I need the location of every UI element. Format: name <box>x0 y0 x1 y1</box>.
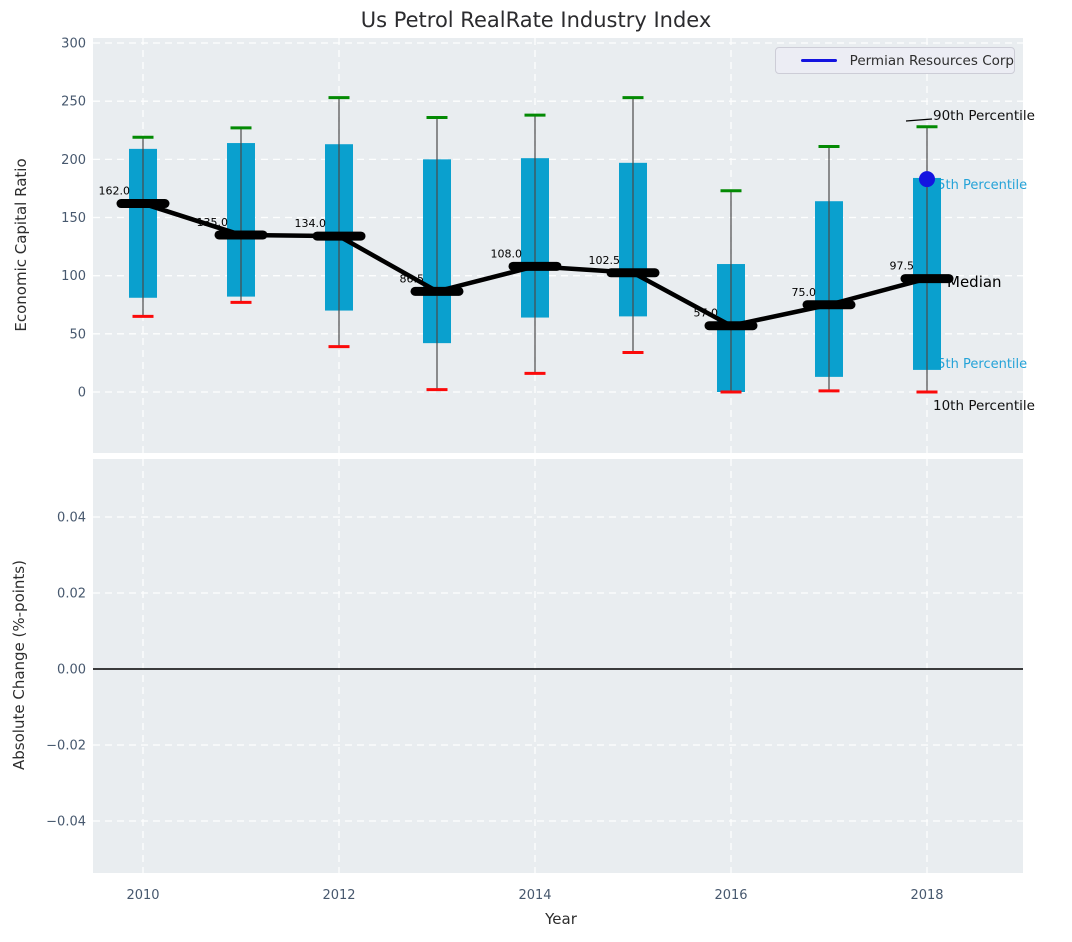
box-group-2015 <box>619 96 647 354</box>
xtick-2018: 2018 <box>910 888 943 903</box>
annotation-75th-percentile: 75th Percentile <box>929 178 1027 193</box>
box-group-2010 <box>129 135 157 318</box>
ytick-bottom-0.02: 0.02 <box>57 587 86 602</box>
median-value-label-2010: 162.0 <box>99 185 131 198</box>
legend-label: Permian Resources Corp <box>849 52 1014 69</box>
legend: Permian Resources Corp <box>775 47 1015 74</box>
box-group-2011 <box>227 126 255 304</box>
ytick-top-200: 200 <box>61 153 86 168</box>
y-axis-label-top: Economic Capital Ratio <box>12 158 30 332</box>
xtick-2016: 2016 <box>714 888 747 903</box>
ytick-bottom-0.04: 0.04 <box>57 511 86 526</box>
ytick-top-250: 250 <box>61 95 86 110</box>
annotation-90th-percentile: 90th Percentile <box>933 108 1035 124</box>
box-group-2014 <box>521 113 549 375</box>
annotation-median: Median <box>947 273 1002 291</box>
median-value-label-2017: 75.0 <box>792 286 817 299</box>
ytick-top-300: 300 <box>61 37 86 52</box>
median-value-label-2018: 97.5 <box>890 260 915 273</box>
ytick-top-50: 50 <box>69 327 86 342</box>
median-value-label-2014: 108.0 <box>491 247 523 260</box>
company-point <box>919 171 935 188</box>
box-group-2017 <box>815 145 843 393</box>
ytick-bottom-−0.02: −0.02 <box>46 739 86 754</box>
chart-layer: 75th Percentile 25th Percentile 162.0 135.0… <box>46 37 1027 903</box>
box-group-2013 <box>423 115 451 392</box>
ytick-bottom-−0.04: −0.04 <box>46 815 86 830</box>
annotation-10th-percentile: 10th Percentile <box>933 398 1035 414</box>
median-value-label-2011: 135.0 <box>197 216 229 229</box>
y-axis-label-bottom: Absolute Change (%-points) <box>10 560 28 770</box>
legend-line-icon <box>801 58 837 63</box>
tick-labels: 0 50 100 150 200 250 300 0.04 0.02 0.00 −0.02 −0.04… <box>46 37 943 903</box>
box-group-2018 <box>913 125 941 394</box>
ytick-top-0: 0 <box>78 386 86 401</box>
gridlines <box>93 38 1023 873</box>
box-group-2012 <box>325 96 353 349</box>
xtick-2012: 2012 <box>322 888 355 903</box>
x-axis-label: Year <box>545 910 577 928</box>
median-value-label-2016: 57.0 <box>694 307 719 320</box>
annotation-25th-percentile: 25th Percentile <box>929 357 1027 372</box>
ytick-top-100: 100 <box>61 269 86 284</box>
annotation-leader-90th <box>905 118 933 122</box>
ytick-top-150: 150 <box>61 211 86 226</box>
ytick-bottom-0.00: 0.00 <box>57 663 86 678</box>
xtick-2014: 2014 <box>518 888 551 903</box>
plot-area-bottom <box>93 459 1023 873</box>
chart-title: Us Petrol RealRate Industry Index <box>360 8 712 32</box>
xtick-2010: 2010 <box>126 888 159 903</box>
median-value-label-2013: 86.5 <box>400 272 425 285</box>
median-value-label-2012: 134.0 <box>295 217 327 230</box>
median-value-label-2015: 102.5 <box>589 254 621 267</box>
